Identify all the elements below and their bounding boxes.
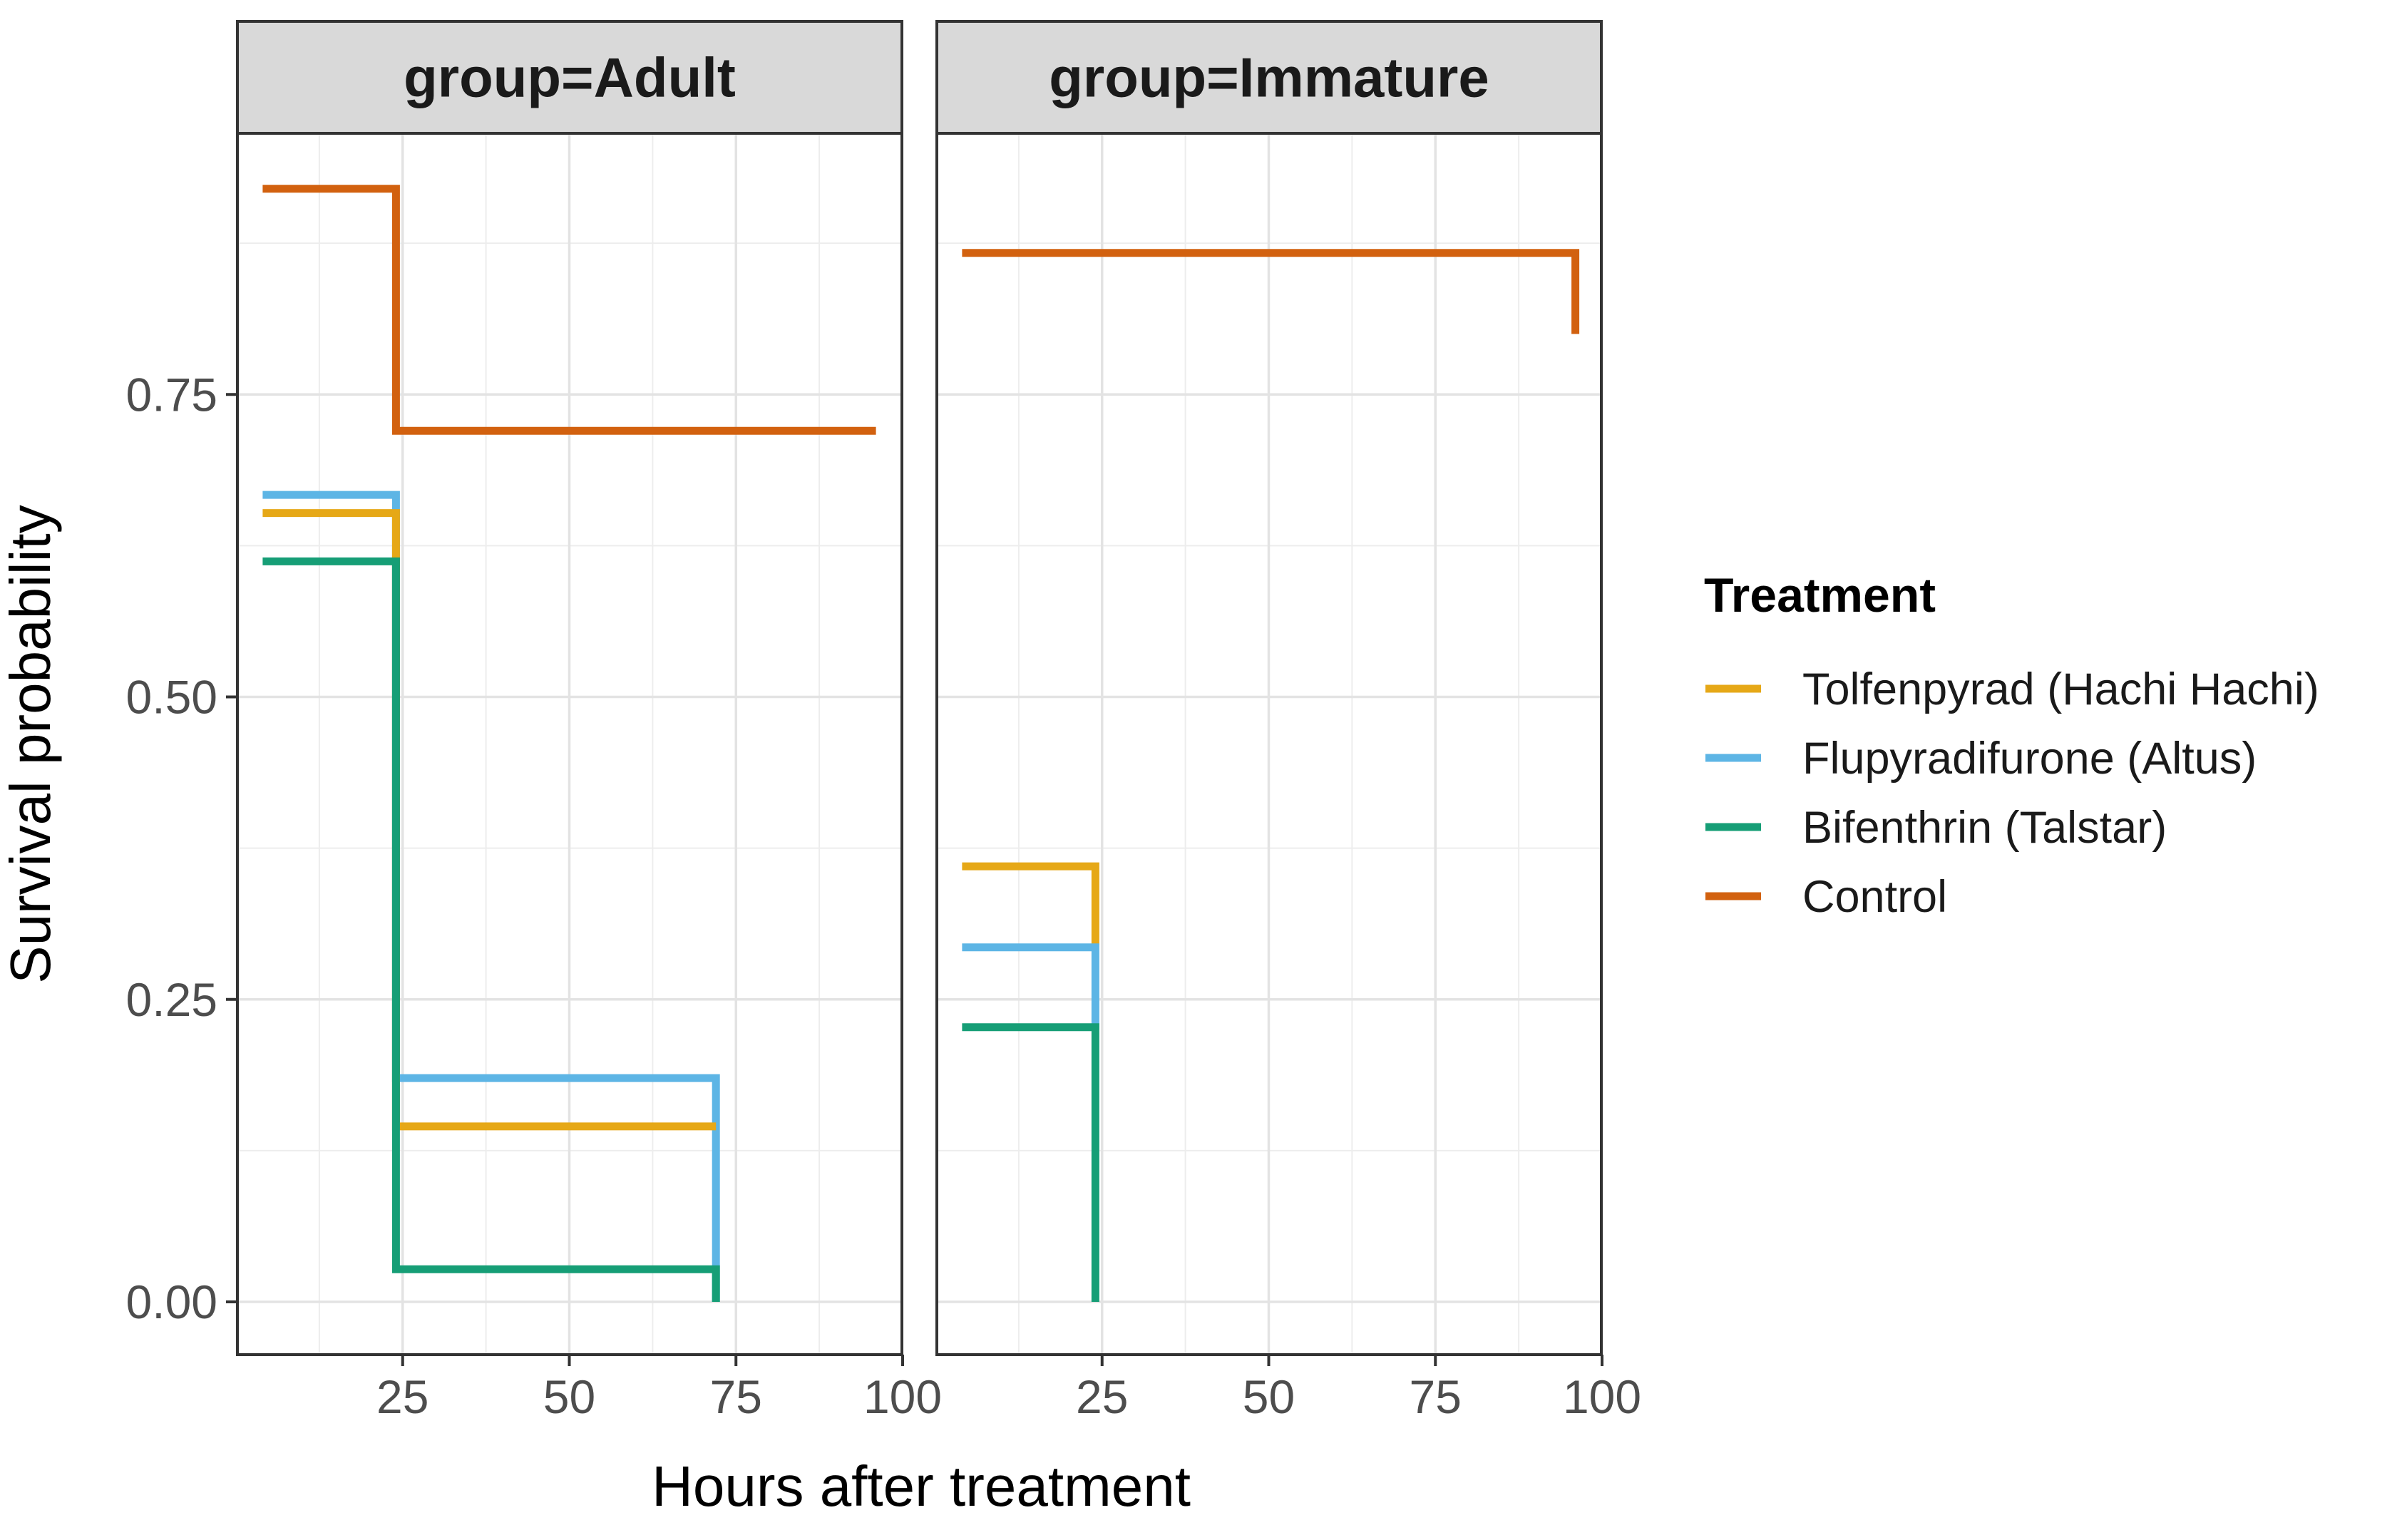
- legend-label: Flupyradifurone (Altus): [1802, 734, 2257, 784]
- facet-strip-label: group=Immature: [1049, 46, 1489, 109]
- facet-panels: group=Adult 25 50 75 100 group=Immature 25 50 75…: [236, 20, 1641, 1423]
- legend-item-tolfenpyrad-hachi-hachi: Tolfenpyrad (Hachi Hachi): [1705, 664, 2319, 714]
- grid: [937, 133, 1601, 1355]
- facet-strip-label: group=Adult: [404, 46, 736, 109]
- y-axis-title: Survival probability: [0, 505, 62, 983]
- series-line-flupyradifurone-altus: [962, 943, 1099, 1030]
- x-tick-label: 50: [543, 1370, 595, 1423]
- legend-item-flupyradifurone-altus: Flupyradifurone (Altus): [1705, 734, 2257, 784]
- x-tick-label: 100: [1563, 1370, 1641, 1423]
- series-line-flupyradifurone-altus: [262, 491, 720, 1302]
- series-line-control: [262, 185, 876, 435]
- series-line-tolfenpyrad-hachi-hachi: [262, 509, 717, 1131]
- x-tick-label: 75: [1410, 1370, 1462, 1423]
- legend-title: Treatment: [1704, 568, 1936, 622]
- y-tick-label: 0.50: [126, 671, 217, 724]
- x-tick-label: 75: [710, 1370, 762, 1423]
- legend-item-bifenthrin-talstar: Bifenthrin (Talstar): [1705, 803, 2167, 853]
- series-group: [262, 185, 876, 1302]
- facet-strip: [236, 20, 903, 135]
- legend: Treatment Tolfenpyrad (Hachi Hachi) Flupy…: [1704, 568, 2319, 922]
- x-tick-label: 25: [1076, 1370, 1128, 1423]
- series-line-bifenthrin-talstar: [262, 557, 720, 1302]
- legend-label: Tolfenpyrad (Hachi Hachi): [1802, 664, 2319, 714]
- facet-panel-group-immature: group=Immature 25 50 75 100: [935, 20, 1641, 1423]
- facet-strip: [935, 20, 1603, 135]
- series-line-bifenthrin-talstar: [962, 1023, 1099, 1302]
- legend-entries: Tolfenpyrad (Hachi Hachi) Flupyradifurone…: [1705, 664, 2319, 922]
- y-tick-label: 0.00: [126, 1275, 217, 1328]
- y-axis: 0.00 0.25 0.50 0.75: [126, 368, 237, 1328]
- legend-label: Bifenthrin (Talstar): [1802, 803, 2167, 853]
- y-tick-label: 0.25: [126, 973, 217, 1026]
- x-tick-label: 25: [376, 1370, 428, 1423]
- series-line-control: [962, 249, 1580, 334]
- x-tick-label: 100: [863, 1370, 942, 1423]
- x-axis-title: Hours after treatment: [652, 1454, 1191, 1518]
- legend-label: Control: [1802, 872, 1947, 922]
- series-line-tolfenpyrad-hachi-hachi: [962, 862, 1099, 945]
- y-tick-label: 0.75: [126, 368, 217, 421]
- x-tick-label: 50: [1243, 1370, 1295, 1423]
- facet-panel-group-adult: group=Adult 25 50 75 100: [236, 20, 942, 1423]
- x-axis: 25 50 75 100: [376, 1355, 942, 1423]
- legend-item-control: Control: [1705, 872, 1947, 922]
- series-group: [962, 249, 1580, 1302]
- x-axis: 25 50 75 100: [1076, 1355, 1641, 1423]
- grid: [237, 133, 902, 1355]
